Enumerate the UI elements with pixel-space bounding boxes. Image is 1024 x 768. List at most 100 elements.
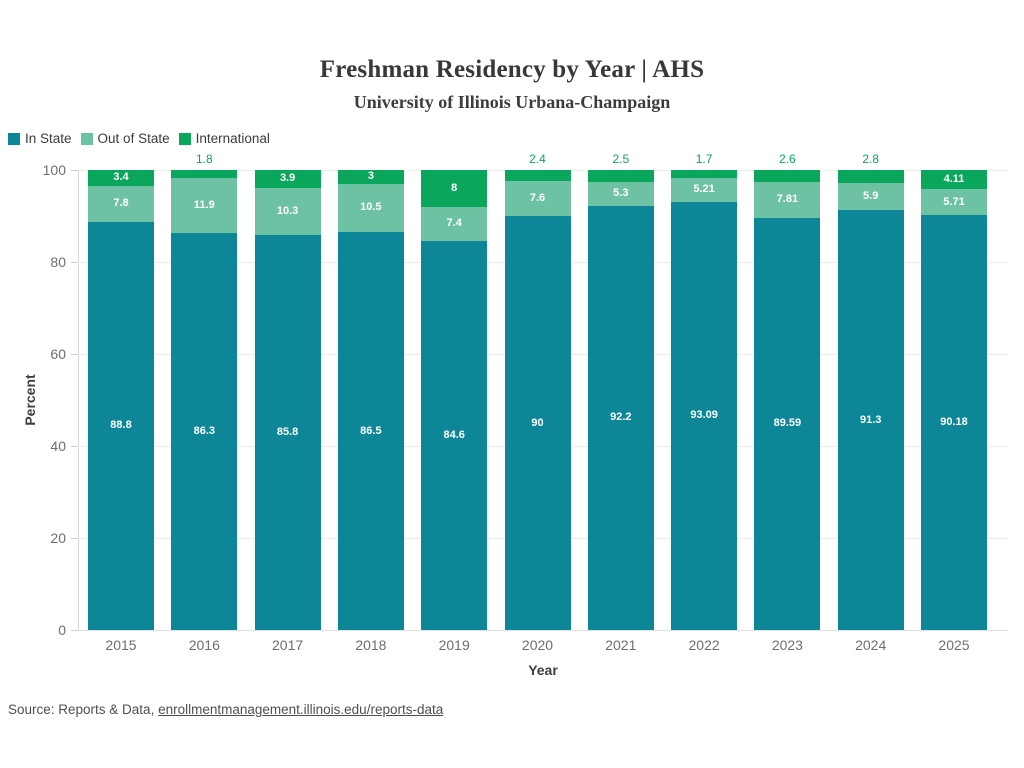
y-tick-mark: [71, 354, 78, 355]
bar-segment-out-of-state-2018[interactable]: 10.5: [337, 183, 404, 233]
bar-value-label: 86.3: [193, 425, 215, 438]
x-tick-label-2025: 2025: [938, 637, 970, 653]
bar-segment-international-2022[interactable]: [671, 170, 738, 178]
bar-segment-out-of-state-2021[interactable]: 5.3: [587, 181, 654, 206]
legend-item-out-of-state[interactable]: Out of State: [80, 131, 170, 146]
bar-segment-out-of-state-2024[interactable]: 5.9: [837, 182, 904, 211]
bar-segment-in-state-2021[interactable]: 92.2: [587, 205, 654, 630]
bar-value-label: 88.8: [110, 419, 132, 432]
bar-segment-in-state-2015[interactable]: 88.8: [88, 221, 154, 630]
bar-value-label: 7.81: [776, 193, 799, 206]
bar-value-label: 5.21: [693, 183, 715, 196]
bar-segment-international-2017[interactable]: 3.9: [254, 170, 321, 188]
bar-value-label: 7.6: [529, 192, 546, 205]
bar-segment-international-2018[interactable]: 3: [337, 170, 404, 184]
x-tick-label-2022: 2022: [688, 637, 720, 653]
bar-value-label: 5.3: [613, 187, 629, 200]
bar-segment-international-2016[interactable]: [171, 170, 238, 179]
bar-segment-out-of-state-2019[interactable]: 7.4: [421, 206, 488, 241]
bar-value-label-outside-2023: 2.6: [779, 152, 796, 166]
bar-segment-out-of-state-2016[interactable]: 11.9: [171, 178, 238, 234]
bar-value-label-outside-2022: 1.7: [695, 152, 713, 166]
bar-segment-international-2021[interactable]: [587, 170, 654, 182]
bar-segment-international-2023[interactable]: [754, 170, 821, 182]
y-tick-mark: [71, 630, 78, 631]
bar-value-label: 91.3: [859, 413, 882, 426]
bar-segment-out-of-state-2015[interactable]: 7.8: [88, 185, 154, 222]
bar-value-label: 85.8: [276, 426, 299, 439]
bar-value-label: 86.5: [360, 424, 382, 437]
legend: In State Out of State International: [8, 131, 270, 146]
source-note: Source: Reports & Data, enrollmentmanage…: [8, 702, 443, 717]
bar-value-label-outside-2024: 2.8: [862, 152, 880, 166]
bar-value-label: 4.11: [943, 172, 965, 185]
y-tick-label: 20: [50, 530, 66, 546]
y-tick-mark: [71, 170, 78, 171]
bar-segment-in-state-2018[interactable]: 86.5: [337, 232, 404, 630]
bar-value-label: 10.3: [276, 205, 299, 218]
legend-item-international[interactable]: International: [178, 131, 270, 146]
bar-segment-out-of-state-2023[interactable]: 7.81: [754, 181, 821, 218]
bar-segment-international-2024[interactable]: [837, 170, 904, 183]
bar-value-label: 5.71: [943, 195, 965, 208]
y-tick-label: 80: [50, 254, 66, 270]
x-tick-label-2021: 2021: [605, 637, 637, 653]
legend-item-in-state[interactable]: In State: [8, 131, 72, 146]
legend-label: In State: [25, 131, 72, 146]
bar-segment-in-state-2025[interactable]: 90.18: [921, 215, 987, 630]
bar-value-label: 7.8: [113, 197, 129, 210]
y-tick-label: 100: [42, 162, 66, 178]
bar-segment-in-state-2019[interactable]: 84.6: [421, 240, 488, 630]
y-tick-label: 60: [50, 346, 66, 362]
legend-swatch-icon: [80, 132, 93, 145]
bar-value-label: 84.6: [443, 428, 465, 441]
bar-segment-international-2020[interactable]: [504, 170, 571, 182]
bar-segment-international-2015[interactable]: 3.4: [88, 170, 154, 186]
bar-segment-out-of-state-2017[interactable]: 10.3: [254, 187, 321, 236]
bar-segment-in-state-2023[interactable]: 89.59: [754, 217, 821, 630]
chart-subtitle: University of Illinois Urbana-Champaign: [353, 92, 671, 112]
gridline-y-0: [78, 630, 1008, 631]
bar-value-label: 3: [367, 170, 374, 183]
bar-value-label-outside-2020: 2.4: [529, 152, 546, 166]
bar-value-label: 7.4: [446, 217, 462, 230]
bar-value-label: 8: [451, 181, 458, 194]
bar-value-label: 10.5: [360, 201, 382, 214]
bar-segment-in-state-2020[interactable]: 90: [504, 216, 571, 630]
x-tick-label-2015: 2015: [105, 637, 137, 653]
x-tick-label-2020: 2020: [521, 637, 554, 653]
chart-title: Freshman Residency by Year | AHS: [319, 56, 705, 83]
x-tick-label-2024: 2024: [855, 637, 887, 653]
x-tick-label-2018: 2018: [355, 637, 387, 653]
bar-value-label: 90.18: [940, 416, 968, 429]
legend-label: International: [195, 131, 270, 146]
bar-segment-in-state-2017[interactable]: 85.8: [254, 235, 321, 630]
bar-value-label-outside-2016: 1.8: [195, 152, 213, 166]
y-tick-mark: [71, 446, 78, 447]
bar-segment-in-state-2016[interactable]: 86.3: [171, 233, 238, 630]
source-link[interactable]: enrollmentmanagement.illinois.edu/report…: [158, 702, 444, 717]
bar-value-label: 3.9: [279, 172, 296, 185]
bar-segment-in-state-2024[interactable]: 91.3: [837, 210, 904, 630]
bar-segment-out-of-state-2025[interactable]: 5.71: [921, 188, 987, 216]
bar-value-label: 11.9: [193, 199, 215, 212]
legend-label: Out of State: [97, 131, 170, 146]
y-axis-line: [78, 170, 79, 631]
y-tick-mark: [71, 262, 78, 263]
x-tick-label-2019: 2019: [438, 637, 470, 653]
bar-segment-in-state-2022[interactable]: 93.09: [671, 201, 738, 630]
y-tick-mark: [71, 538, 78, 539]
bar-value-label: 5.9: [863, 189, 879, 202]
bar-segment-international-2019[interactable]: 8: [421, 170, 488, 207]
source-prefix: Source: Reports & Data,: [8, 702, 159, 717]
legend-swatch-icon: [178, 132, 191, 145]
y-tick-label: 0: [58, 622, 66, 638]
x-tick-label-2016: 2016: [188, 637, 220, 653]
bar-segment-international-2025[interactable]: 4.11: [921, 170, 987, 189]
bar-segment-out-of-state-2020[interactable]: 7.6: [504, 181, 571, 216]
bar-value-label: 93.09: [690, 409, 718, 422]
y-tick-label: 40: [50, 438, 66, 454]
bar-segment-out-of-state-2022[interactable]: 5.21: [671, 177, 738, 202]
x-tick-label-2023: 2023: [771, 637, 803, 653]
